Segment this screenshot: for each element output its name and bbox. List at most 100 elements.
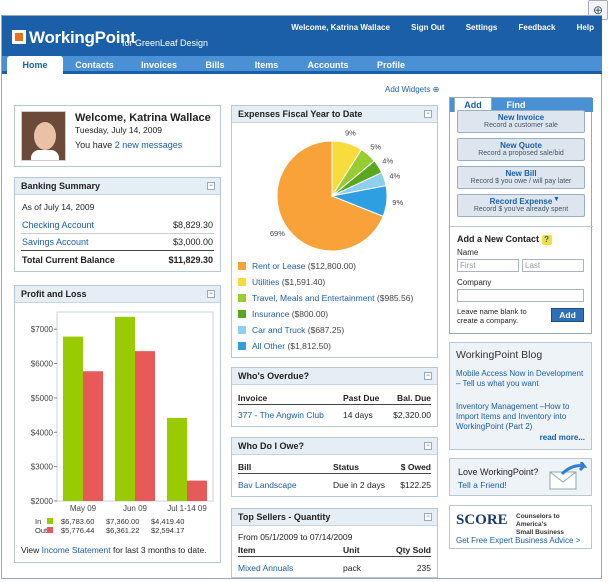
y-tick-label: $2000 — [31, 497, 54, 506]
collapse-icon[interactable]: − — [424, 110, 432, 118]
tell-friend-link[interactable]: Tell a Friend! — [458, 480, 507, 490]
legend-item: Rent or Lease ($12,800.00) — [238, 261, 356, 271]
y-tick-label: $5000 — [31, 394, 54, 403]
sellers-header: Item Unit Qty Sold — [238, 545, 431, 555]
legend-link[interactable]: All Other — [252, 341, 286, 351]
read-more-link[interactable]: read more... — [539, 433, 585, 442]
tab-invoices[interactable]: Invoices — [140, 60, 178, 70]
col-invoice: Invoice — [238, 393, 268, 403]
legend-link[interactable]: Rent or Lease — [252, 261, 306, 271]
bill-link[interactable]: Bav Landscape — [238, 480, 297, 490]
collapse-icon[interactable]: − — [207, 182, 215, 190]
button-title: Record Expense — [489, 197, 553, 206]
tab-find[interactable]: Find — [506, 100, 526, 110]
bar-out — [135, 351, 155, 501]
tab-home[interactable]: Home — [7, 56, 63, 74]
sellers-range: From 05/1/2009 to 07/14/2009 — [238, 532, 353, 542]
x-tick-label: Jun 09 — [123, 504, 148, 513]
legend-item: Utilities ($1,591.40) — [238, 277, 325, 287]
pl-footer: View Income Statement for last 3 months … — [21, 545, 207, 555]
score-tag2: Small Business — [516, 529, 565, 536]
button-subtitle: Record a customer sale — [484, 122, 558, 129]
legend-link[interactable]: Travel, Meals and Entertainment — [252, 293, 375, 303]
legend-swatch — [238, 294, 246, 302]
y-tick-label: $7000 — [31, 325, 54, 334]
legend-label: In — [35, 517, 41, 526]
pie-slice — [276, 140, 384, 252]
savings-link[interactable]: Savings Account — [22, 237, 89, 247]
score-link[interactable]: Get Free Expert Business Advice > — [456, 536, 581, 545]
total-row: Total Current Balance $11,829.30 — [22, 255, 213, 265]
collapse-icon[interactable]: − — [424, 442, 432, 450]
brand-name: WorkingPoint — [29, 28, 136, 47]
banking-title-text: Banking Summary — [21, 181, 101, 191]
contact-title: Add a New Contact ? — [457, 234, 552, 245]
main-nav: Home Contacts Invoices Bills Items Accou… — [2, 56, 602, 74]
first-name-input[interactable]: First — [457, 259, 519, 272]
legend-swatch — [238, 262, 246, 270]
welcome-panel: Welcome, Katrina Wallace Tuesday, July 1… — [14, 105, 221, 167]
brand-logo[interactable]: WorkingPoint — [12, 28, 136, 48]
add-widgets-label: Add Widgets — [385, 85, 431, 94]
collapse-icon[interactable]: − — [207, 290, 215, 298]
score-tag1: Counselors to America's — [516, 513, 560, 528]
top-sellers-panel: Top Sellers - Quantity − From 05/1/2009 t… — [231, 508, 438, 578]
tab-accounts[interactable]: Accounts — [307, 60, 349, 70]
savings-value: $3,000.00 — [172, 237, 213, 247]
legend-amount: ($1,591.40) — [281, 277, 326, 287]
tab-items[interactable]: Items — [254, 60, 279, 70]
settings-link[interactable]: Settings — [465, 23, 498, 32]
feedback-link[interactable]: Feedback — [518, 23, 556, 32]
legend-swatch — [238, 310, 246, 318]
item-link[interactable]: Mixed Annuals — [238, 563, 294, 573]
overdue-invoice-link[interactable]: 377 - The Angwin Club — [238, 410, 324, 420]
blog-post-link[interactable]: Mobile Access Now in Development – Tell … — [456, 369, 584, 388]
income-statement-link[interactable]: Income Statement — [41, 545, 111, 555]
table-row: Mixed Annuals pack 235 — [238, 563, 431, 573]
company-input[interactable] — [457, 289, 584, 302]
legend-swatch — [238, 326, 246, 334]
legend-amount: ($687.25) — [307, 325, 345, 335]
owe-title: Who Do I Owe? − — [232, 438, 437, 455]
pl-footer-prefix: View — [21, 545, 42, 555]
tab-profile[interactable]: Profile — [376, 60, 405, 70]
new-bill-button[interactable]: New Bill Record $ you owe / will pay late… — [457, 166, 585, 189]
contact-title-text: Add a New Contact — [457, 234, 540, 244]
col-status: Status — [333, 462, 359, 472]
tab-contacts[interactable]: Contacts — [75, 60, 114, 70]
pie-label: 5% — [370, 142, 381, 151]
add-widgets-link[interactable]: Add Widgets ⊕ — [385, 85, 439, 94]
item-unit: pack — [343, 563, 361, 573]
expenses-title-text: Expenses Fiscal Year to Date — [238, 109, 363, 119]
header: WorkingPoint for GreenLeaf Design Welcom… — [2, 16, 602, 56]
blog-post-link[interactable]: Inventory Management –How to Import Item… — [456, 402, 570, 431]
checking-link[interactable]: Checking Account — [22, 220, 95, 230]
legend-amount: ($12,800.00) — [307, 261, 356, 271]
top-links: Welcome, Katrina Wallace Sign Out Settin… — [272, 23, 594, 32]
legend-link[interactable]: Utilities — [252, 277, 280, 287]
tab-bills[interactable]: Bills — [205, 60, 225, 70]
legend-link[interactable]: Car and Truck — [252, 325, 306, 335]
help-icon[interactable]: ? — [541, 235, 552, 245]
pie-slice — [330, 185, 388, 217]
banking-title: Banking Summary − — [15, 178, 220, 195]
data-label: $4,419.40 — [151, 517, 184, 526]
help-link[interactable]: Help — [576, 23, 594, 32]
add-contact-button[interactable]: Add — [551, 308, 584, 322]
sign-out-link[interactable]: Sign Out — [411, 23, 445, 32]
record-expense-button[interactable]: Record Expense ▼ Record $ you've already … — [457, 194, 585, 217]
legend-label: Out — [35, 526, 48, 535]
legend-link[interactable]: Insurance — [252, 309, 290, 319]
last-name-input[interactable]: Last — [522, 259, 584, 272]
score-logo: SCORE — [456, 512, 508, 528]
collapse-icon[interactable]: − — [424, 513, 432, 521]
new-invoice-button[interactable]: New Invoice Record a customer sale — [457, 110, 585, 133]
data-label: $7,360.00 — [106, 517, 139, 526]
messages-link[interactable]: 2 new messages — [114, 140, 183, 150]
collapse-icon[interactable]: − — [424, 372, 432, 380]
pl-chart: $2000 $3000 $4000 $5000 $6000 $7000 May 09 Jun … — [31, 311, 214, 535]
new-quote-button[interactable]: New Quote Record a proposed sale/bid — [457, 138, 585, 161]
tab-add[interactable]: Add — [454, 97, 492, 112]
legend-item: Travel, Meals and Entertainment ($985.56… — [238, 293, 413, 303]
y-tick-label: $6000 — [31, 360, 54, 369]
